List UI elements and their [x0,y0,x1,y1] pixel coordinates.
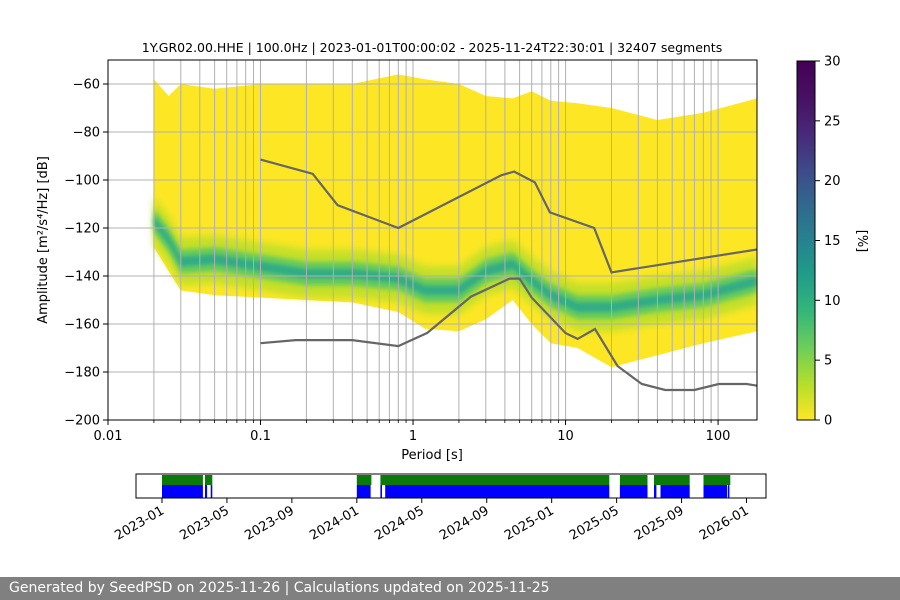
availability-blue-bar [385,485,610,498]
y-tick-label: −160 [64,318,100,333]
timeline-tick-label: 2024-01 [307,503,362,543]
availability-green-bar [356,475,372,485]
colorbar-axis: 0 5 10 15 20 25 30 [815,55,841,429]
colorbar: 0 5 10 15 20 25 30 [%] [796,55,869,429]
timeline-frame [135,473,767,499]
colorbar-label: [%] [854,230,869,253]
noise-model-lines [260,158,757,392]
availability-bars [162,475,731,498]
timeline-tick-label: 2025-09 [632,503,687,543]
psd-heatmap [153,74,757,368]
data-availability-timeline: 2023-01 2023-05 2023-09 2024-01 2024-05 2024-… [112,473,767,544]
availability-blue-bar [380,485,382,498]
availability-green-bar [162,475,203,485]
psd-density-core [153,216,757,312]
availability-blue-bar [162,485,203,498]
colorbar-tick-label: 25 [824,114,841,129]
availability-blue-bar [356,485,371,498]
timeline-axis: 2023-01 2023-05 2023-09 2024-01 2024-05 2024-… [112,498,752,544]
availability-green-bar [205,475,213,485]
x-tick-label: 0.01 [94,429,123,444]
y-tick-label: −80 [73,126,100,141]
x-axis-label: Period [s] [401,448,463,463]
series-nhnm [260,158,757,274]
y-tick-label: −180 [64,366,100,381]
timeline-tick-label: 2024-05 [372,503,427,543]
y-tick-label: −60 [73,78,100,93]
series-nlnm [260,277,757,392]
availability-blue-bar [660,485,690,498]
timeline-tick-label: 2024-09 [437,503,492,543]
timeline-tick-label: 2023-05 [177,503,232,543]
availability-blue-bar [619,485,648,498]
x-tick-label: 10 [557,429,574,444]
y-tick-label: −120 [64,222,100,237]
psd-range-band [153,74,757,368]
y-axis: −200 −180 −160 −140 −120 −100 −80 −60 [64,78,108,429]
availability-green-bar [380,475,610,485]
availability-green-bar [654,475,690,485]
timeline-tick-label: 2023-01 [112,503,167,543]
timeline-tick-label: 2025-01 [502,503,557,543]
colorbar-gradient [796,60,816,421]
timeline-tick-label: 2025-05 [567,503,622,543]
availability-green-bar [703,475,731,485]
x-axis: 0.01 0.1 1 10 100 [94,420,731,444]
availability-blue-bar [703,485,727,498]
y-axis-label: Amplitude [m²/s⁴/Hz] [dB] [36,156,51,324]
y-tick-label: −100 [64,174,100,189]
colorbar-tick-label: 0 [824,414,832,429]
y-tick-label: −200 [64,414,100,429]
timeline-tick-label: 2023-09 [242,503,297,543]
x-tick-label: 0.1 [250,429,271,444]
availability-blue-bar [727,485,730,498]
plot-frame [107,59,758,421]
psd-plot-area: 0.01 0.1 1 10 100 −200 −180 −160 −140 −120 −100 −8… [36,59,758,463]
x-tick-label: 1 [409,429,417,444]
colorbar-tick-label: 5 [824,354,832,369]
timeline-tick-label: 2026-01 [697,503,752,543]
availability-green-bar [619,475,648,485]
colorbar-tick-label: 15 [824,234,841,249]
footer-bar: Generated by SeedPSD on 2025-11-26 | Cal… [0,577,900,600]
availability-blue-bar [210,485,213,498]
availability-blue-bar [654,485,657,498]
grid-lines [108,60,757,420]
y-tick-label: −140 [64,270,100,285]
colorbar-tick-label: 20 [824,174,841,189]
x-tick-label: 100 [706,429,731,444]
footer-text: Generated by SeedPSD on 2025-11-26 | Cal… [9,580,550,596]
colorbar-tick-label: 30 [824,55,841,70]
availability-blue-bar [205,485,208,498]
chart-title: 1Y.GR02.00.HHE | 100.0Hz | 2023-01-01T00… [142,40,722,55]
colorbar-tick-label: 10 [824,294,841,309]
